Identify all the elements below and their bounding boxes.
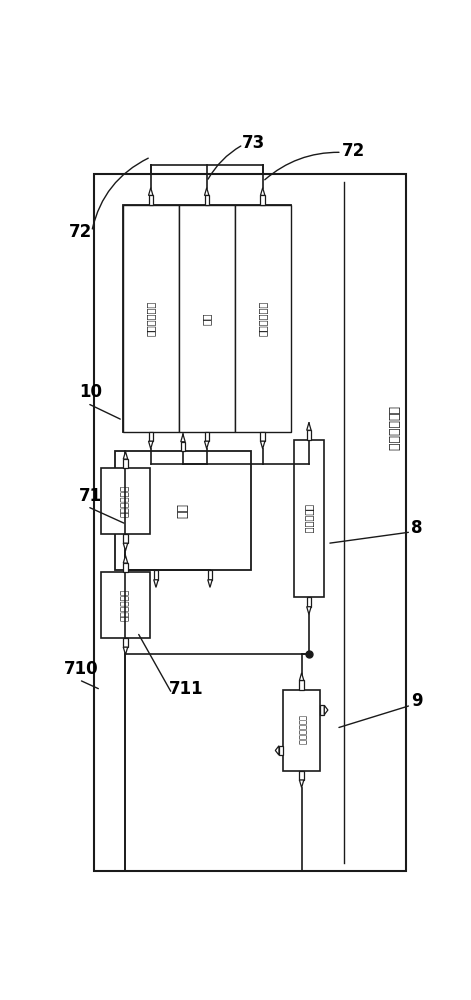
Bar [300,771,304,780]
Polygon shape [204,188,209,195]
Polygon shape [307,423,311,430]
Bar [115,451,251,570]
Polygon shape [260,441,265,449]
Bar [123,205,179,432]
Bar [300,680,304,690]
Text: 数据采集单元: 数据采集单元 [386,406,399,450]
Bar [204,195,209,205]
Polygon shape [148,441,153,449]
Text: 10: 10 [79,383,102,401]
Bar [235,205,291,432]
Polygon shape [123,647,128,655]
Polygon shape [123,543,128,551]
Text: 电桥: 电桥 [202,312,211,325]
Bar [94,174,406,871]
Bar [208,570,212,580]
Bar [123,459,128,468]
Text: 9: 9 [411,692,423,710]
Bar [123,534,128,543]
Text: 72: 72 [342,142,365,160]
Bar [204,432,209,441]
Bar [307,430,311,440]
Polygon shape [208,580,212,587]
Text: 71: 71 [79,487,102,505]
Bar [181,442,185,451]
Text: 第一线圈绕组: 第一线圈绕组 [121,485,130,517]
Bar [284,690,320,771]
Bar [179,205,235,432]
Bar [101,572,150,638]
Text: 电路采集模块: 电路采集模块 [297,715,306,745]
Bar [154,570,158,580]
Bar [260,195,265,205]
Bar [101,468,150,534]
Bar [294,440,324,597]
Polygon shape [154,580,158,587]
Bar [123,563,128,572]
Text: 霍尔电路模块: 霍尔电路模块 [146,301,156,336]
Bar [148,195,153,205]
Text: 功率放大器: 功率放大器 [304,504,314,533]
Text: 磁芯: 磁芯 [177,503,189,518]
Polygon shape [204,441,209,449]
Polygon shape [148,188,153,195]
Bar [260,432,265,441]
Polygon shape [123,451,128,459]
Text: 霍尔电路模块: 霍尔电路模块 [258,301,268,336]
Text: 711: 711 [169,680,203,698]
Polygon shape [300,673,304,680]
Text: 710: 710 [65,660,99,678]
Polygon shape [181,434,185,442]
Text: 8: 8 [411,519,422,537]
Bar [148,432,153,441]
Text: 73: 73 [242,134,265,152]
Text: 第二线圈绕组: 第二线圈绕组 [121,589,130,621]
Bar [123,205,291,432]
Bar [123,638,128,647]
Polygon shape [307,607,311,614]
Bar [320,705,325,715]
Bar [307,597,311,607]
Polygon shape [276,746,279,755]
Text: 72: 72 [68,223,92,241]
Polygon shape [260,188,265,195]
Bar [279,746,284,755]
Polygon shape [123,555,128,563]
Polygon shape [300,780,304,788]
Polygon shape [325,705,328,715]
